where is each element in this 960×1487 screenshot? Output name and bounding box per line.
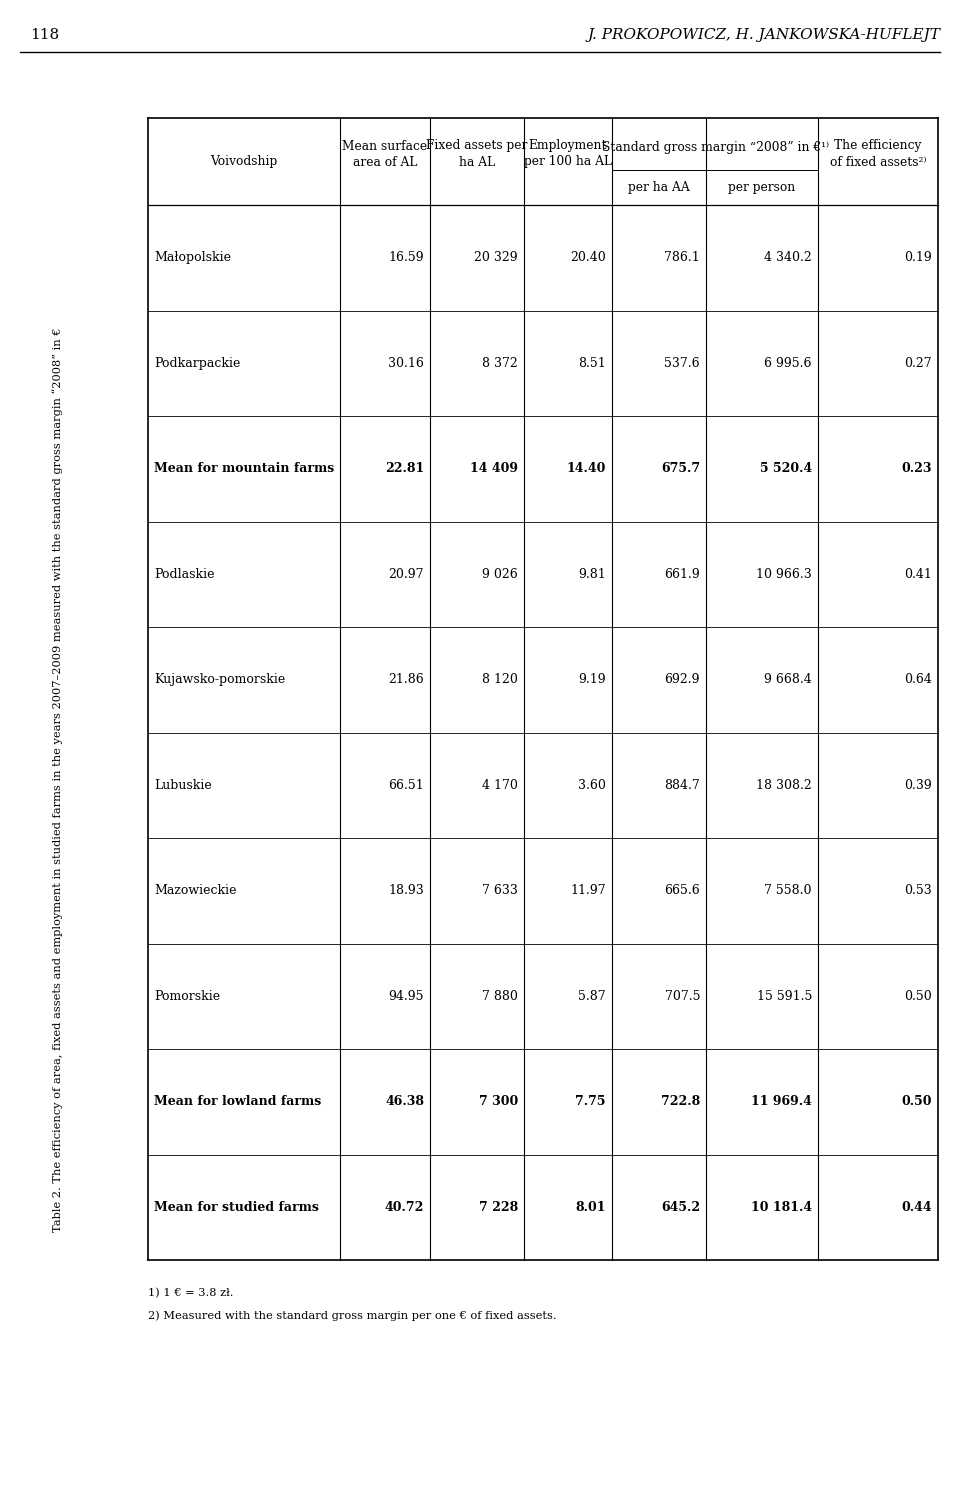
Text: Voivodship: Voivodship	[210, 155, 277, 168]
Text: 645.2: 645.2	[660, 1200, 700, 1213]
Text: ha AL: ha AL	[459, 156, 495, 168]
Text: 21.86: 21.86	[388, 674, 424, 686]
Text: per person: per person	[729, 181, 796, 193]
Text: 722.8: 722.8	[660, 1096, 700, 1108]
Text: 7 300: 7 300	[479, 1096, 518, 1108]
Text: 0.23: 0.23	[901, 462, 932, 476]
Text: 15 591.5: 15 591.5	[756, 990, 812, 1002]
Text: 3.60: 3.60	[578, 779, 606, 791]
Text: 1) 1 € = 3.8 zł.: 1) 1 € = 3.8 zł.	[148, 1288, 233, 1298]
Text: 7 880: 7 880	[482, 990, 518, 1002]
Text: 675.7: 675.7	[660, 462, 700, 476]
Text: 0.19: 0.19	[904, 251, 932, 265]
Text: Standard gross margin “2008” in €¹⁾: Standard gross margin “2008” in €¹⁾	[602, 141, 828, 155]
Text: 4 340.2: 4 340.2	[764, 251, 812, 265]
Text: Mean for mountain farms: Mean for mountain farms	[154, 462, 334, 476]
Text: 8.51: 8.51	[578, 357, 606, 370]
Text: Kujawsko-pomorskie: Kujawsko-pomorskie	[154, 674, 285, 686]
Text: 9 026: 9 026	[482, 568, 518, 581]
Text: 30.16: 30.16	[388, 357, 424, 370]
Text: Table 2. The efficiency of area, fixed assets and employment in studied farms in: Table 2. The efficiency of area, fixed a…	[53, 327, 63, 1233]
Text: Lubuskie: Lubuskie	[154, 779, 212, 791]
Text: 11 969.4: 11 969.4	[751, 1096, 812, 1108]
Text: 6 995.6: 6 995.6	[764, 357, 812, 370]
Text: 7 633: 7 633	[482, 885, 518, 897]
Text: 707.5: 707.5	[664, 990, 700, 1002]
Text: The efficiency: The efficiency	[834, 140, 922, 153]
Text: 0.41: 0.41	[904, 568, 932, 581]
Text: 22.81: 22.81	[385, 462, 424, 476]
Text: 5.87: 5.87	[578, 990, 606, 1002]
Text: 7.75: 7.75	[575, 1096, 606, 1108]
Text: Employment: Employment	[529, 140, 608, 153]
Text: per 100 ha AL: per 100 ha AL	[524, 156, 612, 168]
Text: Mazowieckie: Mazowieckie	[154, 885, 236, 897]
Text: Małopolskie: Małopolskie	[154, 251, 231, 265]
Text: 18 308.2: 18 308.2	[756, 779, 812, 791]
Text: Podlaskie: Podlaskie	[154, 568, 214, 581]
Text: 692.9: 692.9	[664, 674, 700, 686]
Text: 9.19: 9.19	[578, 674, 606, 686]
Text: 4 170: 4 170	[482, 779, 518, 791]
Text: 0.53: 0.53	[904, 885, 932, 897]
Text: Fixed assets per: Fixed assets per	[426, 140, 528, 153]
Text: 537.6: 537.6	[664, 357, 700, 370]
Text: 10 966.3: 10 966.3	[756, 568, 812, 581]
Text: Mean surface: Mean surface	[343, 140, 427, 153]
Text: 661.9: 661.9	[664, 568, 700, 581]
Text: 0.50: 0.50	[904, 990, 932, 1002]
Text: Podkarpackie: Podkarpackie	[154, 357, 240, 370]
Text: 46.38: 46.38	[385, 1096, 424, 1108]
Text: 16.59: 16.59	[389, 251, 424, 265]
Text: 66.51: 66.51	[388, 779, 424, 791]
Text: 9.81: 9.81	[578, 568, 606, 581]
Text: 665.6: 665.6	[664, 885, 700, 897]
Text: 7 558.0: 7 558.0	[764, 885, 812, 897]
Text: 18.93: 18.93	[388, 885, 424, 897]
Text: 118: 118	[30, 28, 60, 42]
Text: 2) Measured with the standard gross margin per one € of fixed assets.: 2) Measured with the standard gross marg…	[148, 1310, 557, 1320]
Text: 20.97: 20.97	[389, 568, 424, 581]
Text: 9 668.4: 9 668.4	[764, 674, 812, 686]
Text: 7 228: 7 228	[479, 1200, 518, 1213]
Text: of fixed assets²⁾: of fixed assets²⁾	[829, 156, 926, 168]
Text: 94.95: 94.95	[389, 990, 424, 1002]
Text: 14.40: 14.40	[566, 462, 606, 476]
Text: 40.72: 40.72	[385, 1200, 424, 1213]
Text: 8 372: 8 372	[482, 357, 518, 370]
Text: 8 120: 8 120	[482, 674, 518, 686]
Text: 884.7: 884.7	[664, 779, 700, 791]
Text: 8.01: 8.01	[575, 1200, 606, 1213]
Text: Mean for lowland farms: Mean for lowland farms	[154, 1096, 322, 1108]
Text: 11.97: 11.97	[570, 885, 606, 897]
Text: 0.27: 0.27	[904, 357, 932, 370]
Text: J. PROKOPOWICZ, H. JANKOWSKA-HUFLEJT: J. PROKOPOWICZ, H. JANKOWSKA-HUFLEJT	[588, 28, 940, 42]
Text: 0.44: 0.44	[901, 1200, 932, 1213]
Text: 20 329: 20 329	[474, 251, 518, 265]
Text: per ha AA: per ha AA	[628, 181, 690, 193]
Text: 14 409: 14 409	[470, 462, 518, 476]
Text: 0.50: 0.50	[901, 1096, 932, 1108]
Text: Mean for studied farms: Mean for studied farms	[154, 1200, 319, 1213]
Text: area of AL: area of AL	[353, 156, 418, 168]
Text: 10 181.4: 10 181.4	[751, 1200, 812, 1213]
Text: Pomorskie: Pomorskie	[154, 990, 220, 1002]
Text: 0.64: 0.64	[904, 674, 932, 686]
Text: 786.1: 786.1	[664, 251, 700, 265]
Text: 5 520.4: 5 520.4	[759, 462, 812, 476]
Text: 20.40: 20.40	[570, 251, 606, 265]
Text: 0.39: 0.39	[904, 779, 932, 791]
